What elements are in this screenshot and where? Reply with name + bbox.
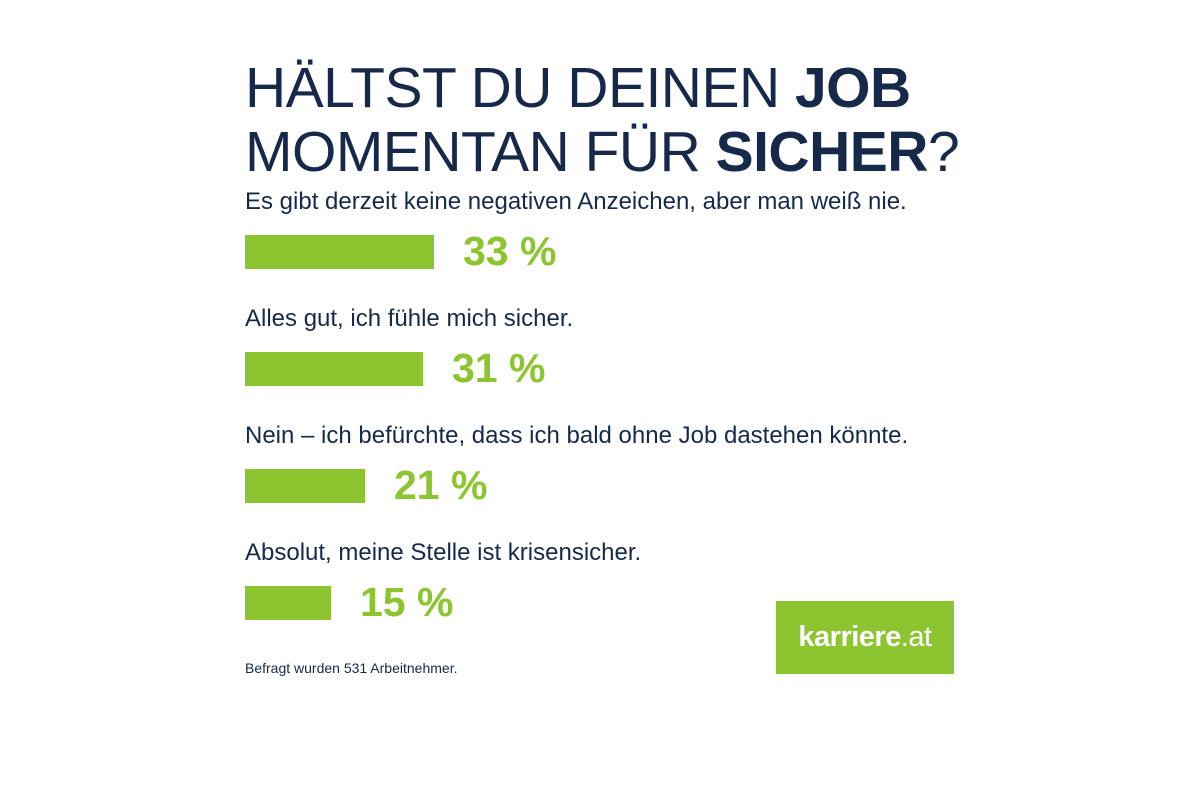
value-label: 15 % <box>360 579 454 625</box>
bar-item: Nein – ich befürchte, dass ich bald ohne… <box>245 421 1045 521</box>
title-keyword-job: JOB <box>794 56 911 120</box>
karriere-logo: karriere .at <box>776 601 954 674</box>
title-line-1: HÄLTST DU DEINEN JOB <box>245 56 1145 120</box>
title-line-2: MOMENTAN FÜR SICHER? <box>245 120 1145 184</box>
chart-title: HÄLTST DU DEINEN JOB MOMENTAN FÜR SICHER… <box>245 56 1145 184</box>
bar-item: Absolut, meine Stelle ist krisensicher. 1… <box>245 538 1045 638</box>
title-line-2-text: MOMENTAN FÜR <box>245 120 716 184</box>
value-label: 31 % <box>452 345 546 391</box>
category-label: Es gibt derzeit keine negativen Anzeiche… <box>245 188 907 215</box>
bar <box>245 586 331 620</box>
bar <box>245 469 365 503</box>
category-label: Nein – ich befürchte, dass ich bald ohne… <box>245 422 909 449</box>
survey-footnote: Befragt wurden 531 Arbeitnehmer. <box>245 660 458 676</box>
logo-text-strong: karriere <box>798 621 901 653</box>
category-label: Alles gut, ich fühle mich sicher. <box>245 305 574 332</box>
value-label: 21 % <box>394 462 488 508</box>
category-label: Absolut, meine Stelle ist krisensicher. <box>245 539 642 566</box>
title-question-mark: ? <box>927 120 960 184</box>
title-line-1-text: HÄLTST DU DEINEN <box>245 56 795 120</box>
bar-item: Es gibt derzeit keine negativen Anzeiche… <box>245 187 1045 287</box>
bar-item: Alles gut, ich fühle mich sicher. 31 % <box>245 304 1045 404</box>
bar <box>245 235 434 269</box>
value-label: 33 % <box>463 228 557 274</box>
bar <box>245 352 423 386</box>
logo-text-light: .at <box>900 621 932 653</box>
title-keyword-sicher: SICHER <box>715 120 929 184</box>
